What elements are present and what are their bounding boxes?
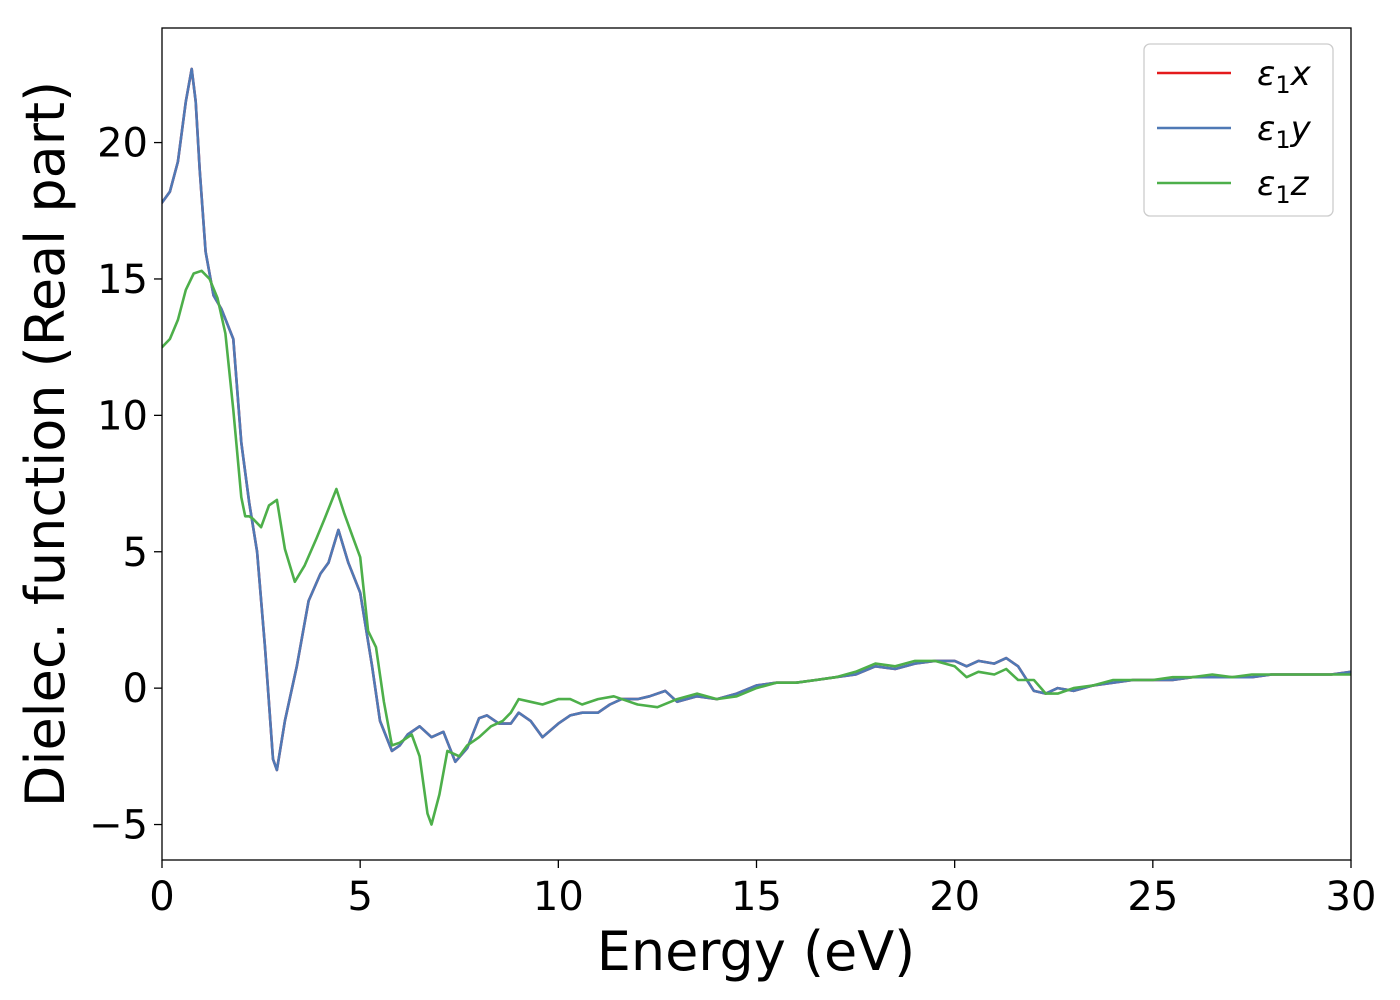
x-axis-title: Energy (eV): [597, 920, 916, 983]
legend-box: [1143, 43, 1334, 217]
x-tick-label: 0: [149, 874, 174, 920]
y-tick-label: 10: [97, 393, 148, 439]
x-tick-label: 25: [1127, 874, 1178, 920]
y-tick-label: 5: [123, 530, 148, 576]
y-tick-label: 15: [97, 257, 148, 303]
y-axis: −5 0 5 10 15 20: [89, 121, 162, 849]
y-tick-label: 20: [97, 121, 148, 167]
y-tick-label: 0: [123, 666, 148, 712]
x-tick-label: 20: [929, 874, 980, 920]
x-tick-label: 10: [533, 874, 584, 920]
legend-item-x: ε1x: [1157, 54, 1312, 99]
y-axis-title: Dielec. function (Real part): [14, 81, 77, 807]
legend-label: ε1x: [1257, 54, 1312, 99]
x-axis: 0 5 10 15 20 25 30: [149, 860, 1376, 920]
legend: ε1x ε1y ε1z: [1143, 43, 1334, 217]
y-tick-label: −5: [89, 803, 148, 849]
series-line-y: [162, 67, 1351, 772]
series-layer: [162, 67, 1351, 826]
legend-label: ε1y: [1257, 109, 1312, 154]
series-line-z: [162, 269, 1351, 826]
x-tick-label: 30: [1326, 874, 1377, 920]
legend-item-z: ε1z: [1157, 164, 1310, 209]
x-tick-label: 5: [347, 874, 372, 920]
x-tick-label: 15: [731, 874, 782, 920]
legend-item-y: ε1y: [1157, 109, 1312, 154]
legend-label: ε1z: [1257, 164, 1310, 209]
